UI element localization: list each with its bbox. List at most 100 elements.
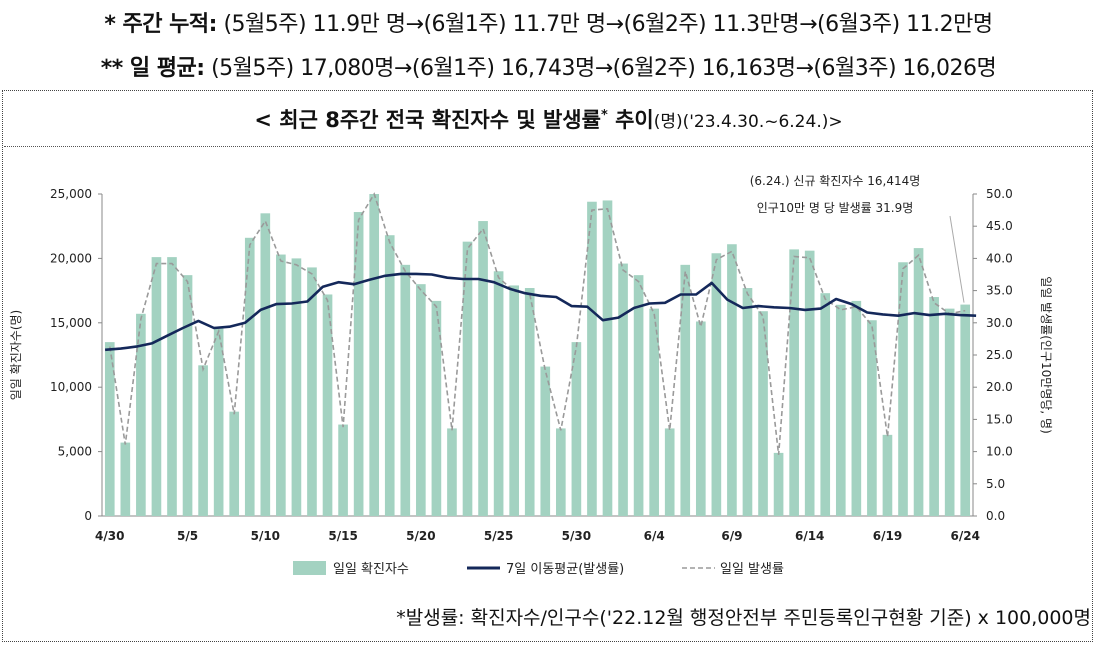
right-axis-tick-label: 50.0 xyxy=(986,187,1013,201)
bar xyxy=(587,201,597,516)
x-tick-label: 5/10 xyxy=(251,529,280,543)
moving-average-line xyxy=(105,272,977,352)
bar xyxy=(960,304,971,516)
x-tick-label: 6/24 xyxy=(951,529,980,543)
x-tick-label: 6/9 xyxy=(721,529,742,543)
annotation-leader-line xyxy=(949,215,965,303)
bar xyxy=(400,264,411,516)
chart-title-main: < 최근 8주간 전국 확진자수 및 발생률 xyxy=(254,108,601,132)
bar xyxy=(151,257,162,516)
bar xyxy=(338,424,348,516)
bar xyxy=(276,254,286,516)
left-axis-title: 일일 확진자수(명) xyxy=(9,310,23,400)
chart-title-unit: (명)('23.4.30.~6.24.)> xyxy=(653,112,843,132)
bar xyxy=(229,411,240,516)
bar xyxy=(758,311,768,516)
legend-bar-swatch xyxy=(293,561,326,575)
bar xyxy=(244,237,255,516)
bar xyxy=(540,366,551,516)
daily-average-label: ** 일 평균: xyxy=(100,56,205,81)
x-tick-label: 5/15 xyxy=(328,529,357,543)
bar xyxy=(882,434,893,516)
bar xyxy=(742,288,753,516)
bar xyxy=(182,275,193,516)
bar xyxy=(416,284,426,516)
bar xyxy=(773,452,784,516)
bar xyxy=(447,428,457,516)
bar xyxy=(260,213,271,516)
bar xyxy=(120,442,131,516)
left-axis-tick-label: 15,000 xyxy=(50,316,92,330)
annotation-line-1: (6.24.) 신규 확진자수 16,414명 xyxy=(750,174,921,188)
bar xyxy=(462,241,473,516)
combo-chart: 0 5,000 10,000 15,000 20,000 25,000 0.0 5.0 10.0… xyxy=(9,174,1053,577)
bar xyxy=(509,285,519,516)
bar xyxy=(618,263,628,516)
bar xyxy=(524,288,535,516)
right-axis-tick-label: 40.0 xyxy=(986,251,1013,265)
bar xyxy=(556,428,566,516)
bar xyxy=(167,257,177,516)
bar xyxy=(322,294,333,516)
right-axis-tick-label: 20.0 xyxy=(986,380,1013,394)
left-axis-tick-label: 5,000 xyxy=(58,445,92,459)
x-tick-label: 6/19 xyxy=(873,529,902,543)
bar xyxy=(898,262,908,516)
bar xyxy=(944,308,955,516)
bar xyxy=(136,313,146,516)
weekly-cumulative-summary: * 주간 누적: (5월5주) 11.9만 명→(6월1주) 11.7만 명→(… xyxy=(0,6,1097,38)
bar xyxy=(851,300,862,516)
right-axis-title: 일일 발생률(인구10만명당, 명) xyxy=(1039,276,1053,434)
bar xyxy=(913,248,924,516)
bar xyxy=(307,267,317,516)
weekly-cumulative-label: * 주간 누적: xyxy=(104,12,217,37)
bar xyxy=(198,365,208,516)
bar xyxy=(727,244,737,516)
x-tick-label: 5/30 xyxy=(562,529,591,543)
annotation-line-2: 인구10만 명 당 발생률 31.9명 xyxy=(757,201,914,215)
title-separator xyxy=(4,146,1092,147)
daily-average-summary: ** 일 평균: (5월5주) 17,080명→(6월1주) 16,743명→(… xyxy=(0,50,1097,82)
left-axis-tick-label: 20,000 xyxy=(50,251,92,265)
x-tick-label: 4/30 xyxy=(95,529,124,543)
bar xyxy=(867,320,877,516)
chart-title-star: * xyxy=(600,108,608,123)
left-axis-tick-label: 25,000 xyxy=(50,187,92,201)
bar xyxy=(680,264,691,516)
bar xyxy=(493,271,504,516)
bar xyxy=(602,200,613,516)
right-axis-tick-label: 30.0 xyxy=(986,316,1013,330)
bar xyxy=(431,300,442,516)
right-axis-tick-label: 0.0 xyxy=(986,509,1005,523)
left-axis-tick-label: 0 xyxy=(84,509,92,523)
bar xyxy=(835,304,846,516)
bar xyxy=(929,297,939,516)
right-axis-tick-label: 5.0 xyxy=(986,477,1005,491)
bar xyxy=(213,326,224,516)
legend-bar-label: 일일 확진자수 xyxy=(333,562,409,577)
right-axis-tick-label: 25.0 xyxy=(986,348,1013,362)
left-axis-tick-label: 10,000 xyxy=(50,380,92,394)
footnote: *발생률: 확진자수/인구수('22.12월 행정안전부 주민등록인구현황 기준… xyxy=(396,607,1091,629)
chart-title: < 최근 8주간 전국 확진자수 및 발생률* 추이(명)('23.4.30.~… xyxy=(0,104,1097,134)
right-axis-tick-label: 15.0 xyxy=(986,412,1013,426)
daily-average-values: (5월5주) 17,080명→(6월1주) 16,743명→(6월2주) 16,… xyxy=(204,56,997,81)
bar xyxy=(291,258,302,516)
bar xyxy=(478,221,488,516)
bar xyxy=(789,249,799,516)
bar xyxy=(649,308,659,516)
x-tick-label: 6/14 xyxy=(795,529,824,543)
x-tick-label: 5/20 xyxy=(406,529,435,543)
x-tick-label: 6/4 xyxy=(644,529,665,543)
right-axis-tick-label: 35.0 xyxy=(986,284,1013,298)
bar xyxy=(384,235,395,516)
bar xyxy=(369,194,380,516)
x-tick-label: 5/25 xyxy=(484,529,513,543)
chart-frame xyxy=(2,90,1093,642)
bar xyxy=(820,293,831,516)
bar xyxy=(804,250,815,516)
bar xyxy=(711,253,722,517)
bar xyxy=(633,275,644,516)
bar xyxy=(695,321,706,516)
bar xyxy=(353,212,364,517)
